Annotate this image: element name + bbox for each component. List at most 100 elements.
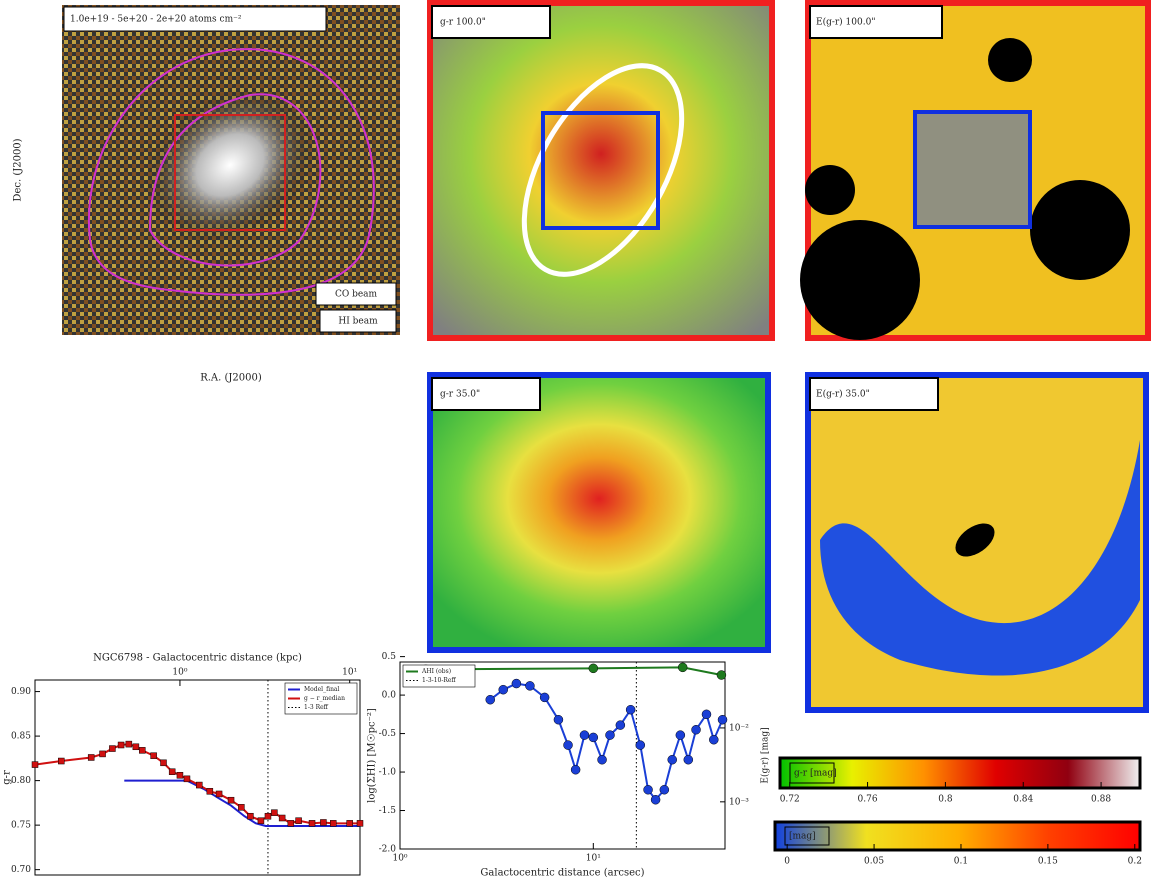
- marker: [206, 788, 214, 795]
- y-tick-label: 0.80: [11, 776, 31, 786]
- x-tick-label: 0.2: [1128, 857, 1142, 867]
- colorbar-fill: [778, 756, 1142, 790]
- label-box: [63, 6, 327, 32]
- chart-title: NGC6798 - Galactocentric distance (kpc): [93, 653, 302, 664]
- panel-gr-100: g-r 100.0": [427, 0, 775, 341]
- contour: [148, 93, 322, 267]
- panel-hi: 1.0e+19 - 5e+20 - 2e+20 atoms cm⁻² CO be…: [13, 5, 400, 384]
- marker: [539, 692, 550, 703]
- marker: [588, 732, 599, 743]
- marker: [87, 754, 95, 761]
- marker: [605, 730, 615, 740]
- marker: [643, 784, 653, 795]
- label-box: [809, 5, 943, 39]
- marker: [264, 812, 272, 820]
- y2-axis-label: E(g-r) [mag]: [760, 727, 771, 783]
- marker: [498, 684, 508, 695]
- y-tick-label: 0.5: [382, 652, 397, 662]
- region: [174, 114, 286, 231]
- marker: [356, 820, 364, 827]
- plot-frame: [399, 661, 726, 850]
- beam-label: CO beam: [335, 290, 378, 300]
- panel-egr-100: E(g-r) 100.0": [800, 0, 1151, 341]
- marker: [525, 681, 535, 691]
- marker: [215, 790, 223, 798]
- label-box: [789, 762, 835, 784]
- x-tick-label: 10¹: [586, 854, 601, 864]
- marker: [677, 662, 688, 673]
- series-line: [425, 666, 722, 676]
- marker: [58, 757, 65, 765]
- region: [913, 110, 1032, 229]
- marker: [563, 740, 573, 750]
- y2-tick-label: 10⁻³: [729, 797, 749, 807]
- label-box: [319, 309, 397, 333]
- y-tick-label: -1.0: [379, 768, 397, 778]
- marker: [320, 819, 327, 826]
- panel-gr-35: g-r 35.0": [427, 372, 771, 653]
- marker: [659, 784, 670, 795]
- colorbar-fill: [773, 820, 1142, 852]
- series-line: [124, 779, 360, 828]
- marker: [635, 740, 646, 750]
- y-tick-label: 0.0: [382, 691, 397, 701]
- y-tick-label: 0.85: [11, 732, 31, 742]
- marker: [125, 740, 133, 748]
- mask: [988, 38, 1032, 82]
- plot-frame: [34, 679, 361, 876]
- y-axis-label: Dec. (J2000): [13, 138, 24, 201]
- panel-label: E(g-r) 35.0": [816, 389, 870, 400]
- x-tick-label: 0.84: [1013, 795, 1033, 805]
- marker: [329, 820, 337, 827]
- chart: NGC6798 - Galactocentric distance (kpc) g…: [2, 653, 364, 876]
- marker: [109, 745, 116, 752]
- mask: [955, 523, 995, 557]
- x-axis-label: R.A. (J2000): [200, 373, 262, 384]
- panel-egr-35: E(g-r) 35.0": [805, 372, 1149, 713]
- mask: [800, 220, 920, 340]
- marker: [227, 796, 235, 804]
- marker: [701, 709, 712, 720]
- x-tick-label: 10⁰: [392, 854, 407, 864]
- legend-label: 1-3-10-Reff: [422, 677, 456, 684]
- marker: [615, 720, 626, 730]
- marker: [168, 768, 176, 775]
- marker: [196, 781, 203, 789]
- marker: [570, 764, 581, 775]
- colorbar-label: g-r [mag]: [794, 769, 837, 779]
- y-tick-label: 0.90: [11, 687, 31, 697]
- marker: [667, 754, 677, 765]
- x-tick-label: 0.05: [864, 857, 884, 867]
- colorbar-label: [mag]: [789, 832, 816, 842]
- marker: [176, 772, 184, 779]
- y-tick-label: 0.70: [11, 865, 31, 875]
- marker: [160, 759, 167, 767]
- x-axis-label: Galactocentric distance (arcsec): [480, 868, 644, 879]
- marker: [150, 752, 157, 759]
- legend-label: Model_final: [304, 686, 340, 693]
- marker: [650, 794, 661, 805]
- y-tick-label: 0.75: [11, 821, 31, 831]
- marker: [716, 670, 727, 680]
- x-tick-label: 0: [784, 857, 790, 867]
- x-tick-label: 10¹: [342, 668, 357, 678]
- marker: [625, 704, 636, 715]
- legend-label: 1-3 Reff: [304, 704, 329, 711]
- label-box: [431, 377, 541, 411]
- marker: [287, 820, 295, 827]
- legend: [402, 664, 476, 688]
- marker: [308, 820, 316, 827]
- marker: [579, 730, 590, 740]
- y-tick-label: -1.5: [379, 806, 397, 816]
- marker: [346, 820, 353, 827]
- x-tick-label: 0.8: [938, 795, 953, 805]
- panel-label: g-r 100.0": [440, 18, 486, 28]
- panel-label: g-r 35.0": [440, 390, 480, 400]
- legend-label: AHI (obs): [421, 668, 451, 675]
- series-line: [489, 682, 724, 802]
- contour: [87, 48, 375, 296]
- marker: [139, 747, 146, 754]
- panel-label: E(g-r) 100.0": [816, 17, 875, 28]
- marker: [99, 750, 106, 758]
